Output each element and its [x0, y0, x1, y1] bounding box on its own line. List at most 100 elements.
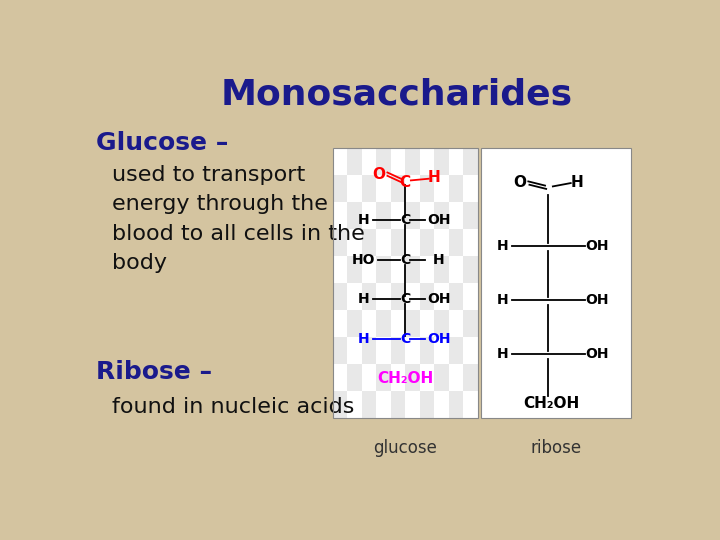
Bar — [347, 229, 361, 256]
Text: OH: OH — [427, 213, 451, 227]
Bar — [463, 337, 478, 364]
Text: H: H — [358, 292, 369, 306]
Bar — [391, 148, 405, 175]
Bar — [391, 229, 405, 256]
Bar — [333, 337, 347, 364]
Text: O: O — [372, 167, 385, 181]
Bar — [434, 202, 449, 229]
Bar — [463, 364, 478, 391]
Bar — [377, 229, 391, 256]
Text: OH: OH — [585, 293, 608, 307]
Bar — [391, 391, 405, 418]
Bar — [434, 175, 449, 202]
Bar — [377, 337, 391, 364]
Bar — [391, 256, 405, 283]
Bar — [333, 283, 347, 310]
Bar — [405, 202, 420, 229]
Text: C: C — [400, 292, 410, 306]
Bar — [333, 229, 347, 256]
Text: found in nucleic acids: found in nucleic acids — [112, 397, 355, 417]
Text: H: H — [428, 170, 441, 185]
Bar — [333, 148, 478, 418]
Bar — [449, 283, 463, 310]
Text: H: H — [496, 239, 508, 253]
Bar — [434, 310, 449, 337]
Bar — [405, 310, 420, 337]
Bar — [347, 391, 361, 418]
Bar — [361, 283, 377, 310]
Bar — [420, 310, 434, 337]
Bar — [333, 364, 347, 391]
Bar — [463, 202, 478, 229]
Bar — [333, 148, 347, 175]
Bar — [405, 229, 420, 256]
Text: C: C — [400, 213, 410, 227]
Text: OH: OH — [585, 347, 608, 361]
Text: C: C — [400, 175, 411, 190]
Text: Ribose –: Ribose – — [96, 360, 212, 384]
Bar — [333, 256, 347, 283]
Bar — [377, 310, 391, 337]
Bar — [333, 175, 347, 202]
Bar — [449, 310, 463, 337]
Bar — [420, 148, 434, 175]
Bar — [420, 175, 434, 202]
Bar — [434, 148, 449, 175]
Bar — [391, 364, 405, 391]
Bar — [420, 283, 434, 310]
Bar — [449, 337, 463, 364]
Bar — [434, 391, 449, 418]
Bar — [361, 337, 377, 364]
Text: Glucose –: Glucose – — [96, 131, 228, 156]
Bar — [434, 229, 449, 256]
Bar — [434, 364, 449, 391]
Text: C: C — [400, 332, 410, 346]
Bar — [333, 202, 347, 229]
Text: H: H — [496, 293, 508, 307]
Text: OH: OH — [427, 292, 451, 306]
Text: HO: HO — [351, 253, 375, 267]
Bar — [463, 310, 478, 337]
Bar — [420, 337, 434, 364]
Bar — [420, 364, 434, 391]
Bar — [347, 337, 361, 364]
Bar — [377, 364, 391, 391]
Text: H: H — [358, 213, 369, 227]
Bar — [347, 364, 361, 391]
Text: H: H — [571, 175, 584, 190]
Bar — [347, 202, 361, 229]
Bar — [405, 256, 420, 283]
Bar — [463, 229, 478, 256]
Bar — [361, 364, 377, 391]
Bar — [377, 148, 391, 175]
Bar — [463, 283, 478, 310]
Bar — [420, 202, 434, 229]
Bar — [449, 256, 463, 283]
Bar — [361, 202, 377, 229]
Bar — [449, 364, 463, 391]
Bar — [449, 229, 463, 256]
Bar — [377, 391, 391, 418]
Text: H: H — [496, 347, 508, 361]
Bar — [463, 391, 478, 418]
Bar — [333, 391, 347, 418]
Bar — [449, 391, 463, 418]
Text: CH₂OH: CH₂OH — [523, 396, 580, 411]
Bar — [361, 175, 377, 202]
Bar — [347, 283, 361, 310]
Bar — [361, 256, 377, 283]
Bar — [449, 148, 463, 175]
Bar — [463, 148, 478, 175]
Bar — [347, 310, 361, 337]
Text: H: H — [433, 253, 444, 267]
Bar — [361, 148, 377, 175]
Bar — [405, 364, 420, 391]
Bar — [449, 175, 463, 202]
Text: OH: OH — [585, 239, 608, 253]
Bar — [434, 337, 449, 364]
Bar — [434, 283, 449, 310]
Text: CH₂OH: CH₂OH — [377, 371, 433, 386]
Bar — [377, 283, 391, 310]
Bar — [361, 310, 377, 337]
Bar — [347, 175, 361, 202]
